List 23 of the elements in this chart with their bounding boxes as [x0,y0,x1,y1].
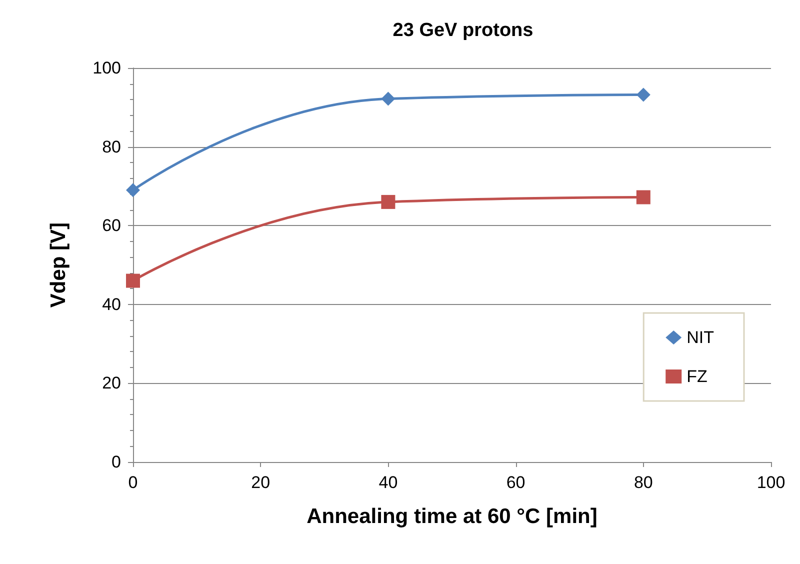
y-tick-label: 40 [102,294,121,314]
chart-title: 23 GeV protons [392,20,534,41]
y-tick-label: 100 [92,58,121,78]
y-tick-label: 80 [102,137,121,156]
legend-label: FZ [686,367,708,386]
x-tick-label: 80 [634,473,653,492]
x-tick-label: 100 [756,473,786,492]
point [126,183,140,198]
x-tick-label: 0 [128,473,138,492]
y-tick-label: 20 [102,374,121,393]
x-tick-label: 40 [378,473,398,492]
point [381,194,396,209]
x-axis-title: Annealing time at 60 °C [min] [306,505,598,528]
y-tick-label: 60 [102,216,121,236]
y-tick-label: 0 [112,452,121,472]
x-tick-label: 20 [251,473,270,492]
point [126,274,140,288]
point [381,92,396,106]
legend-label: NIT [686,328,714,347]
y-axis-title: Vdep [V] [47,222,70,308]
point [636,88,650,102]
point [636,190,650,204]
x-tick-label: 60 [506,473,526,492]
